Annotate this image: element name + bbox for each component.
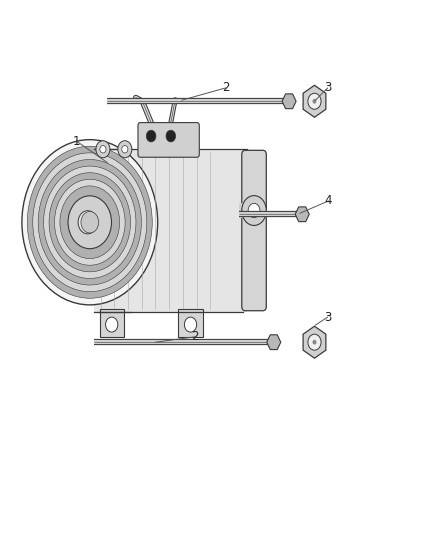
Circle shape [44,166,136,278]
Text: 1: 1 [73,135,81,148]
FancyBboxPatch shape [242,150,266,311]
Circle shape [312,340,316,345]
Circle shape [68,196,112,249]
Polygon shape [303,85,326,117]
Circle shape [106,317,118,332]
Circle shape [60,186,120,259]
Circle shape [54,179,125,265]
Polygon shape [267,335,281,350]
Circle shape [242,196,266,225]
Circle shape [38,159,141,285]
Bar [94,149,247,312]
Circle shape [81,212,99,233]
Circle shape [27,146,152,298]
Bar [239,203,256,218]
Circle shape [49,173,131,272]
Text: 3: 3 [324,82,331,94]
FancyBboxPatch shape [138,123,199,157]
Circle shape [22,140,158,305]
Text: 2: 2 [191,330,199,343]
Circle shape [100,146,106,153]
Circle shape [33,153,147,292]
FancyBboxPatch shape [100,309,124,337]
Circle shape [184,317,197,332]
Text: 3: 3 [324,311,331,324]
Circle shape [166,130,176,142]
Circle shape [122,146,128,153]
Polygon shape [295,207,309,222]
Text: 4: 4 [325,195,332,207]
FancyBboxPatch shape [178,309,202,337]
Circle shape [308,334,321,350]
Circle shape [96,141,110,158]
Circle shape [248,204,260,217]
Ellipse shape [78,211,97,234]
Polygon shape [282,94,296,109]
Circle shape [146,130,156,142]
Circle shape [118,141,132,158]
Text: 2: 2 [222,82,230,94]
Polygon shape [303,326,326,358]
Circle shape [308,93,321,109]
Circle shape [312,99,316,103]
